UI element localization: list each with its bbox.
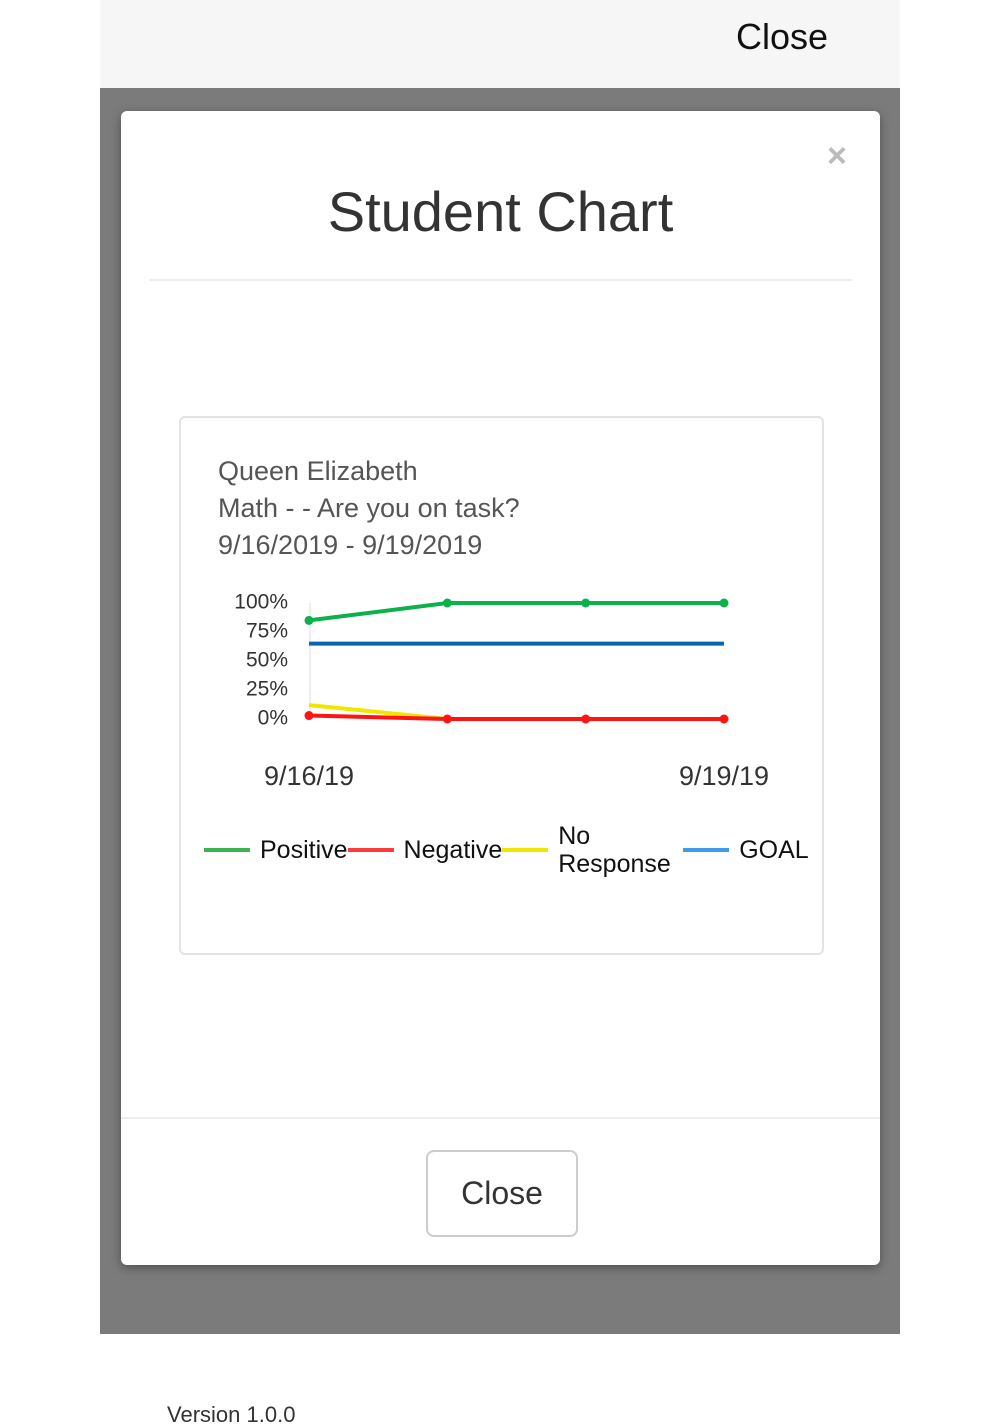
series-line [308, 601, 724, 623]
y-tick-label: 25% [246, 678, 288, 701]
page: Close Version 1.0.0 × Student Chart Clos… [100, 0, 900, 1427]
legend-swatch [204, 848, 250, 852]
point [719, 598, 729, 608]
point [442, 598, 452, 608]
point [442, 714, 452, 724]
legend-label: Positive [260, 836, 348, 864]
top-bar: Close [100, 0, 900, 88]
point [304, 711, 314, 721]
divider [121, 1117, 880, 1119]
legend-item[interactable]: GOAL [683, 836, 809, 864]
close-button[interactable]: Close [426, 1150, 578, 1237]
chart-title: 9/16/2019 - 9/19/2019 [218, 530, 482, 560]
legend-item[interactable]: Positive [204, 836, 348, 864]
legend-item[interactable]: Negative [347, 836, 503, 864]
legend-label: GOAL [739, 836, 809, 864]
x-tick-label: 9/19/19 [679, 761, 769, 791]
chart: Queen Elizabeth Math - - Are you on task?… [218, 456, 769, 791]
point [581, 714, 591, 724]
legend-swatch [502, 848, 549, 852]
legend-item[interactable]: No Response [502, 822, 683, 878]
y-tick-label: 75% [246, 620, 288, 643]
chart-box [179, 416, 824, 955]
legend: Positive Negative No Response GOAL [204, 822, 809, 878]
chart-title: Queen Elizabeth [218, 456, 418, 486]
y-tick-label: 100% [234, 591, 288, 614]
dismiss-button[interactable]: × [827, 137, 847, 175]
x-tick-label: 9/16/19 [264, 761, 354, 791]
legend-swatch [683, 848, 730, 852]
point [719, 714, 729, 724]
point [581, 598, 591, 608]
divider [149, 279, 852, 281]
modal-title: Student Chart [327, 180, 674, 243]
top-close[interactable]: Close [735, 16, 828, 57]
version-text: Version 1.0.0 [167, 1402, 296, 1427]
series-line [308, 713, 724, 721]
legend-swatch [347, 848, 394, 852]
point [304, 615, 314, 625]
legend-label: Negative [403, 836, 503, 864]
y-tick-label: 50% [246, 649, 288, 672]
y-tick-label: 0% [258, 707, 288, 730]
legend-label: No Response [558, 822, 671, 878]
chart-title: Math - - Are you on task? [218, 493, 520, 523]
